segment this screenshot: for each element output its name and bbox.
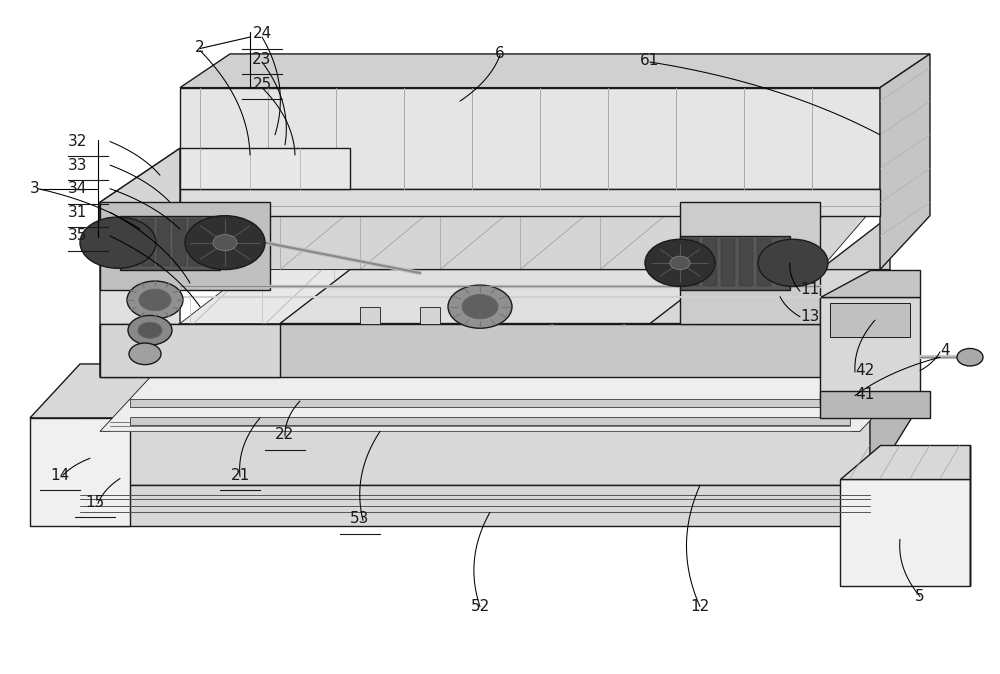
Polygon shape — [840, 445, 970, 479]
Circle shape — [462, 295, 498, 319]
Text: 41: 41 — [855, 387, 874, 402]
Polygon shape — [30, 364, 180, 418]
Polygon shape — [820, 216, 890, 377]
Polygon shape — [820, 270, 920, 297]
Text: 33: 33 — [68, 158, 88, 173]
Circle shape — [80, 217, 156, 268]
Polygon shape — [330, 307, 440, 324]
Polygon shape — [830, 303, 910, 337]
Text: 25: 25 — [252, 77, 272, 92]
Text: 21: 21 — [230, 468, 250, 483]
Text: 52: 52 — [470, 599, 490, 614]
Polygon shape — [180, 270, 890, 324]
Circle shape — [448, 285, 512, 328]
Text: 6: 6 — [495, 47, 505, 61]
Polygon shape — [80, 337, 920, 418]
Polygon shape — [739, 239, 753, 286]
Text: 2: 2 — [195, 40, 205, 55]
Text: 24: 24 — [252, 26, 272, 41]
Text: 15: 15 — [85, 495, 105, 510]
Text: 23: 23 — [252, 52, 272, 67]
Text: 42: 42 — [855, 363, 874, 378]
Polygon shape — [173, 219, 186, 266]
Text: 13: 13 — [800, 309, 819, 324]
Text: 12: 12 — [690, 599, 710, 614]
Polygon shape — [141, 219, 154, 266]
Circle shape — [185, 216, 265, 270]
Text: 31: 31 — [68, 205, 87, 220]
Text: 11: 11 — [800, 282, 819, 297]
Polygon shape — [880, 54, 930, 270]
Polygon shape — [820, 297, 920, 404]
Polygon shape — [680, 202, 820, 324]
Polygon shape — [100, 377, 910, 431]
Circle shape — [213, 235, 237, 251]
Polygon shape — [820, 391, 930, 418]
Text: 14: 14 — [50, 468, 70, 483]
Text: 35: 35 — [68, 228, 87, 243]
Circle shape — [645, 239, 715, 286]
Polygon shape — [30, 418, 130, 526]
Polygon shape — [180, 54, 930, 88]
Text: 32: 32 — [68, 134, 87, 149]
Circle shape — [758, 239, 828, 286]
Circle shape — [957, 348, 983, 366]
Polygon shape — [205, 219, 218, 266]
Text: 22: 22 — [275, 427, 295, 442]
Polygon shape — [100, 148, 180, 256]
Polygon shape — [130, 399, 850, 407]
Polygon shape — [157, 219, 170, 266]
Polygon shape — [630, 270, 890, 324]
Polygon shape — [100, 148, 180, 377]
Polygon shape — [100, 324, 820, 377]
Polygon shape — [180, 189, 880, 216]
Text: 61: 61 — [640, 53, 660, 68]
Circle shape — [128, 315, 172, 345]
Polygon shape — [125, 219, 138, 266]
Polygon shape — [80, 418, 870, 485]
Polygon shape — [189, 219, 202, 266]
Polygon shape — [685, 239, 699, 286]
Polygon shape — [100, 324, 280, 377]
Polygon shape — [130, 417, 850, 425]
Polygon shape — [80, 485, 870, 526]
Polygon shape — [180, 148, 350, 189]
Text: 3: 3 — [30, 181, 40, 196]
Polygon shape — [680, 236, 790, 290]
Circle shape — [138, 322, 162, 338]
Polygon shape — [757, 239, 771, 286]
Circle shape — [139, 289, 171, 311]
Polygon shape — [280, 270, 720, 324]
Circle shape — [129, 343, 161, 365]
Circle shape — [670, 256, 690, 270]
Text: 34: 34 — [68, 181, 87, 196]
Polygon shape — [100, 202, 270, 290]
Text: 53: 53 — [350, 512, 370, 526]
Text: 5: 5 — [915, 589, 925, 604]
Polygon shape — [721, 239, 735, 286]
Polygon shape — [840, 479, 970, 586]
Circle shape — [127, 281, 183, 319]
Polygon shape — [180, 189, 890, 270]
Polygon shape — [120, 216, 220, 270]
Text: 4: 4 — [940, 343, 950, 358]
Polygon shape — [180, 88, 880, 189]
Polygon shape — [870, 337, 920, 485]
Polygon shape — [703, 239, 717, 286]
